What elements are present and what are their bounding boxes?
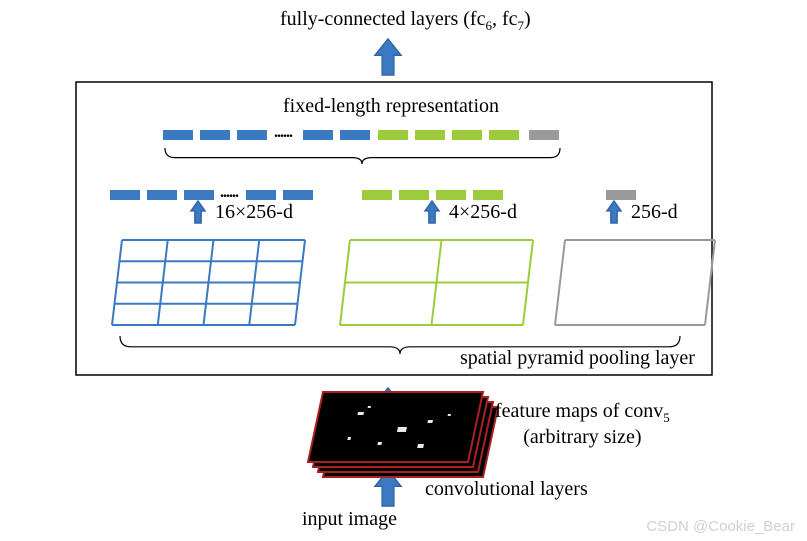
vector-segment xyxy=(452,130,482,140)
conv-label: convolutional layers xyxy=(425,478,588,501)
dim-4-label: 4×256-d xyxy=(449,201,517,224)
dim-1-label: 256-d xyxy=(631,201,678,224)
vector-segment xyxy=(399,190,429,200)
fixed-length-label: fixed-length representation xyxy=(283,95,499,118)
vector-segment xyxy=(184,190,214,200)
input-label: input image xyxy=(302,508,397,531)
up-arrow-icon xyxy=(425,201,439,223)
vector-segment xyxy=(473,190,503,200)
featuremaps-label: feature maps of conv5 (arbitrary size) xyxy=(495,400,670,449)
dim-16-label: 16×256-d xyxy=(215,201,293,224)
vector-segment xyxy=(340,130,370,140)
fc-label: fully-connected layers (fc6, fc7) xyxy=(280,8,531,34)
vector-segment xyxy=(378,130,408,140)
spp-label: spatial pyramid pooling layer xyxy=(460,347,695,370)
vector-segment xyxy=(110,190,140,200)
vector-segment xyxy=(529,130,559,140)
up-arrow-icon xyxy=(375,39,401,75)
vector-segment xyxy=(362,190,392,200)
vector-segment xyxy=(237,130,267,140)
pyramid-grid xyxy=(340,240,533,325)
vector-segment xyxy=(246,190,276,200)
ellipsis-mid: ...... xyxy=(220,184,238,202)
watermark: CSDN @Cookie_Bear xyxy=(646,518,795,535)
vector-segment xyxy=(436,190,466,200)
up-arrow-icon xyxy=(191,201,205,223)
feature-map xyxy=(308,392,483,462)
vector-segment xyxy=(200,130,230,140)
pyramid-grid xyxy=(112,240,305,325)
vector-segment xyxy=(283,190,313,200)
up-arrow-icon xyxy=(607,201,621,223)
vector-segment xyxy=(415,130,445,140)
vector-segment xyxy=(147,190,177,200)
pyramid-grid xyxy=(555,240,715,325)
spp-box xyxy=(76,82,712,375)
brace xyxy=(165,148,560,164)
vector-segment xyxy=(489,130,519,140)
vector-segment xyxy=(303,130,333,140)
vector-segment xyxy=(163,130,193,140)
ellipsis-top: ...... xyxy=(274,124,292,142)
vector-segment xyxy=(606,190,636,200)
